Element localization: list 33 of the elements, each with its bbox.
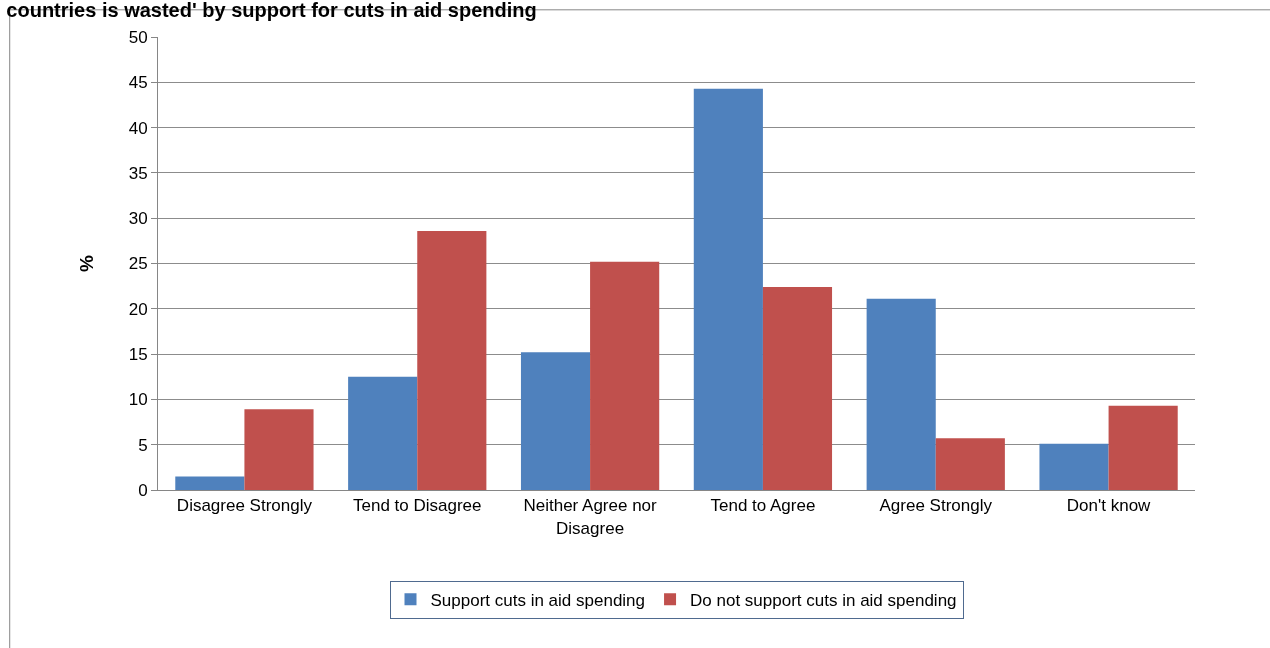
y-tick-label: 5 (138, 435, 148, 455)
bar (762, 287, 833, 490)
x-tick-label: Tend to Disagree (352, 496, 482, 516)
legend-label: Do not support cuts in aid spending (690, 590, 957, 610)
legend-label: Support cuts in aid spending (430, 590, 646, 610)
bar (935, 438, 1005, 490)
x-tick-label: Disagree Strongly (176, 496, 313, 516)
x-tick-label: Tend to Agree (710, 496, 816, 516)
y-tick-label: 10 (128, 390, 148, 410)
y-tick-label: 45 (128, 73, 148, 93)
y-axis-title: % (75, 254, 97, 272)
y-tick-label: 40 (128, 118, 148, 138)
bar (1039, 443, 1109, 490)
bar (693, 88, 763, 490)
chart-title: countries is wasted' by support for cuts in aid spending (6, 0, 537, 22)
y-tick-label: 35 (128, 163, 148, 183)
bar (590, 261, 660, 490)
x-tick-label: Neither Agree nor Disagree (523, 496, 658, 538)
y-tick-label: 25 (128, 254, 148, 274)
bar (520, 352, 591, 490)
x-tick-label: Don't know (1066, 496, 1152, 516)
bar (1108, 405, 1178, 490)
bar (866, 298, 936, 490)
x-tick-label: Agree Strongly (879, 496, 993, 516)
y-tick-label: 30 (128, 209, 148, 229)
y-tick-label: 15 (128, 345, 148, 365)
y-tick-label: 50 (128, 27, 148, 47)
y-tick-label: 20 (128, 299, 148, 319)
y-tick-label: 0 (138, 480, 148, 500)
bar (175, 476, 245, 490)
bar (244, 409, 314, 490)
bar (417, 230, 487, 490)
bar (348, 376, 418, 490)
